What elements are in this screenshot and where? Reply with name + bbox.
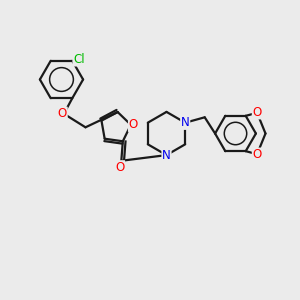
- Text: O: O: [58, 107, 67, 120]
- Text: O: O: [129, 118, 138, 131]
- Text: N: N: [181, 116, 190, 129]
- Text: Cl: Cl: [73, 53, 85, 66]
- Text: O: O: [253, 148, 262, 161]
- Text: O: O: [253, 106, 262, 119]
- Text: O: O: [115, 161, 124, 174]
- Text: N: N: [162, 148, 171, 162]
